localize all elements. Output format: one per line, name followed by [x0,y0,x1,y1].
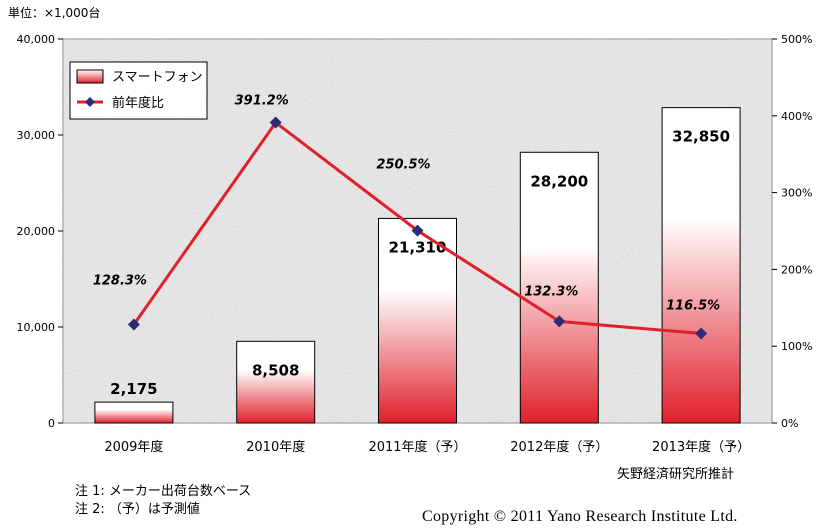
line-value-label: 132.3% [524,284,578,299]
y-right-tick-label: 200% [781,263,812,276]
chart: 0 10,000 20,000 30,000 40,000 0% 100% 200% 300%… [17,33,813,455]
line-marker [127,318,140,331]
y-right-tick-label: 100% [781,340,812,353]
unit-label: 単位：×1,000台 [8,6,101,20]
x-tick-label: 2012年度（予） [510,439,608,455]
y-left-tick-label: 30,000 [17,129,56,142]
y-left-tick-label: 40,000 [17,33,56,46]
copyright: Copyright © 2011 Yano Research Institute… [422,508,738,525]
y-axis-left: 0 10,000 20,000 30,000 40,000 [17,33,63,430]
bar [378,217,457,424]
note-2: 注 2: （予）は予測値 [75,502,200,517]
notes: 注 1: メーカー出荷台数ベース 注 2: （予）は予測値 [75,483,251,519]
source-credit: 矢野経済研究所推計 [617,467,735,482]
y-right-tick-label: 300% [781,187,812,200]
x-tick-label: 2011年度（予） [368,439,466,455]
y-left-tick-label: 20,000 [17,225,56,238]
bar-value-label: 8,508 [252,361,299,379]
bar-value-label: 21,310 [389,238,447,256]
y-right-tick-label: 500% [781,33,812,46]
line-series: 128.3% 391.2% 250.5% 132.3% 116.5% [93,94,720,340]
y-right-tick-label: 0% [781,417,798,430]
bar-value-label: 32,850 [672,128,730,146]
line-value-label: 391.2% [235,94,289,109]
line-marker [269,116,282,129]
line-marker [695,327,708,340]
line-marker [553,315,566,328]
legend-line-marker [85,97,95,107]
bar [661,107,741,424]
bar [236,340,316,424]
line-marker [411,224,424,237]
legend: スマートフォン 前年度比 [69,61,208,120]
y-axis-right: 0% 100% 200% 300% 400% 500% [772,33,812,430]
x-tick-label: 2009年度 [104,439,163,455]
note-1: 注 1: メーカー出荷台数ベース [75,484,252,499]
x-tick-label: 2013年度（予） [652,439,750,455]
bar-series: 2,175 8,508 21,310 28,200 32,850 [94,107,741,424]
line-value-label: 116.5% [666,299,720,314]
y-left-tick-label: 10,000 [17,321,56,334]
legend-bar-swatch [76,69,104,84]
y-left-tick-label: 0 [48,417,55,430]
line-value-label: 250.5% [376,158,430,173]
legend-bar-label: スマートフォン [112,70,203,85]
bar-value-label: 28,200 [530,172,588,190]
y-right-tick-label: 400% [781,110,812,123]
bar [519,151,599,424]
bar-value-label: 2,175 [110,380,157,398]
legend-line-label: 前年度比 [112,95,164,111]
x-axis: 2009年度 2010年度 2011年度（予） 2012年度（予） 2013年度（予） [104,439,750,455]
bar [94,401,174,424]
line-value-label: 128.3% [93,273,147,288]
x-tick-label: 2010年度 [246,439,305,455]
